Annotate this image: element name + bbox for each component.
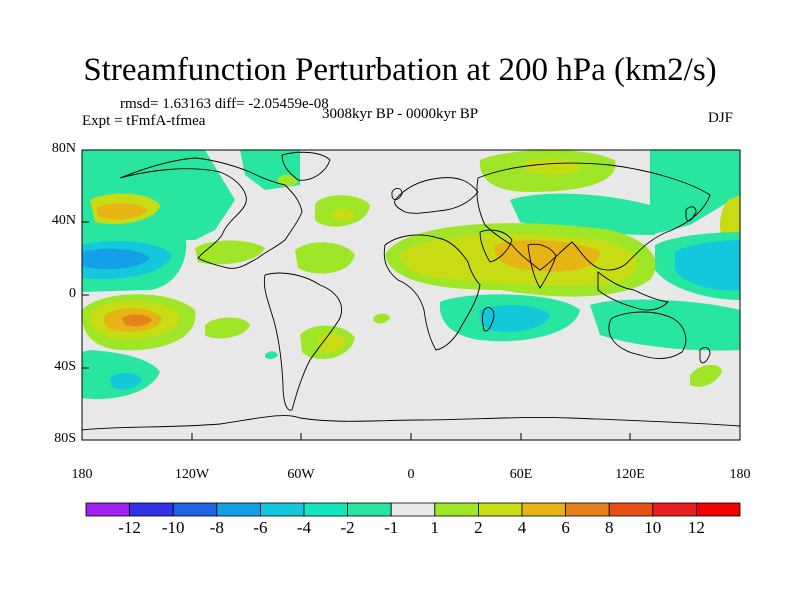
contour-neg3-east-pacific [82, 248, 150, 270]
colorbar-swatch [303, 502, 348, 517]
colorbar-swatch [434, 502, 479, 517]
colorbar-swatch [696, 502, 741, 517]
colorbar-label: 8 [604, 518, 614, 537]
coast-asia [476, 162, 711, 271]
coast-greenland [281, 151, 331, 181]
colorbar-label: 10 [644, 518, 662, 537]
contour-fields [82, 150, 740, 400]
contour-neg2-indian-ocean [479, 305, 550, 332]
coast-japan [685, 206, 697, 222]
contour-pos1-greenland [278, 174, 298, 187]
axis-ticks [81, 149, 741, 441]
longitude-label: 120W [174, 467, 210, 482]
stats-label: rmsd= 1.63163 diff= -2.05459e-08 [120, 96, 329, 112]
colorbar-swatch [477, 502, 523, 517]
colorbar-swatch [347, 502, 392, 517]
longitude-label: 180 [729, 467, 751, 482]
colorbar-label: -12 [118, 518, 141, 537]
coast-madagascar [482, 307, 495, 332]
contour-pos2-north-atlantic [332, 208, 355, 221]
coast-arabia [479, 229, 513, 263]
contour-pos4-south-pacific [122, 314, 152, 327]
coast-south-america [263, 272, 342, 411]
season-label: DJF [708, 110, 734, 126]
latitude-label: 40N [51, 213, 76, 228]
contour-pos2-south-america [318, 333, 346, 352]
colorbar-swatch [216, 502, 261, 517]
colorbar-swatch [172, 502, 218, 517]
coast-new-zealand [699, 347, 711, 364]
longitude-label: 60W [287, 467, 315, 482]
contour-pos1-south-pacific-east [205, 317, 250, 339]
longitude-label: 60E [509, 467, 533, 482]
period-label: 3008kyr BP - 0000kyr BP [322, 106, 479, 122]
contour-pos2-eurasia-north [525, 158, 582, 175]
longitude-label: 120E [615, 467, 645, 482]
colorbar-label: -10 [161, 518, 185, 537]
colorbar-label: 2 [474, 518, 483, 537]
contour-neg1-north-pacific [82, 150, 235, 240]
colorbar-label: 12 [687, 518, 705, 537]
colorbar-swatch [521, 502, 566, 517]
colorbar-label: -4 [296, 518, 312, 537]
colorbar-swatch [608, 502, 654, 517]
colorbar-label: 6 [561, 518, 570, 537]
colorbar-label: -8 [209, 518, 224, 537]
contour-pos1-south-atlantic-dot [373, 313, 390, 324]
colorbar-swatch [565, 502, 610, 517]
coast-southeast-asia [597, 271, 669, 311]
contour-neg2-south-pacific [110, 372, 142, 390]
colorbar-label: -1 [384, 518, 399, 537]
map-title: Streamfunction Perturbation at 200 hPa (… [83, 52, 717, 88]
contour-pos1-caribbean [195, 240, 265, 265]
coast-europe [394, 177, 479, 214]
latitude-label: 0 [69, 286, 76, 301]
colorbar-swatch [259, 502, 305, 517]
colorbar-label: 4 [517, 518, 527, 537]
contour-neg1-north-east-pacific [650, 150, 740, 235]
colorbar-label: 1 [430, 518, 440, 537]
coast-africa [383, 234, 481, 351]
colorbar-label: -6 [253, 518, 268, 537]
colorbar [85, 502, 741, 517]
contour-pos3-north-pacific [96, 203, 148, 220]
latitude-label: 40S [54, 359, 76, 374]
coast-antarctica [82, 415, 740, 431]
contour-neg1-tasman [590, 299, 740, 351]
coast-india [527, 243, 557, 289]
latitude-label: 80N [51, 141, 76, 156]
colorbar-swatch [85, 502, 130, 517]
contour-pos1-north-east-pacific [720, 195, 740, 240]
latitude-label: 80S [54, 431, 76, 446]
coast-australia [608, 311, 687, 359]
coast-north-america [119, 157, 303, 269]
colorbar-swatch [652, 502, 697, 517]
colorbar-swatch [390, 502, 436, 517]
contour-pos3-africa-asia [494, 240, 600, 272]
colorbar-swatch [129, 502, 174, 517]
contour-pos1-atlantic-tropical [295, 242, 355, 274]
contour-neg1-dot [265, 351, 278, 360]
coastlines [82, 151, 740, 431]
longitude-label: 0 [407, 467, 415, 482]
longitude-label: 180 [71, 467, 93, 482]
colorbar-label: -2 [340, 518, 355, 537]
experiment-label: Expt = tFmfA-tfmea [82, 113, 206, 129]
contour-pos1-south-east-pacific [690, 364, 722, 387]
coast-british-isles [391, 187, 403, 201]
contour-neg2-west-pacific [675, 240, 740, 291]
